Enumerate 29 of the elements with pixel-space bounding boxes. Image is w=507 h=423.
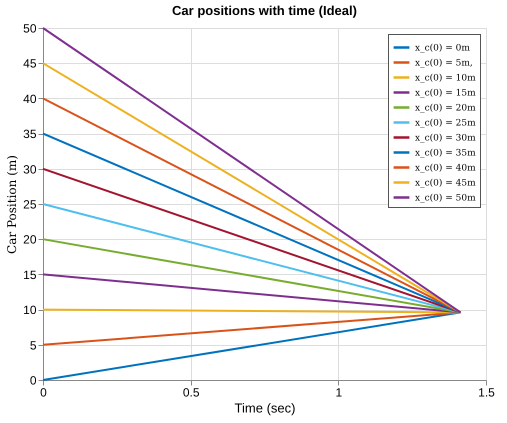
x-tick-label: 0 [40,386,48,400]
y-tick-label: 25 [23,198,37,212]
x-axis-title: Time (sec) [234,400,296,416]
legend-label: x_c(0) = 0m [415,44,470,54]
y-tick-label: 5 [30,338,37,352]
y-tick-label: 35 [23,127,37,142]
y-tick-label: 10 [23,303,37,318]
y-tick-label: 45 [23,56,37,71]
x-tick-label: 1 [335,386,342,400]
y-tick-label: 40 [23,92,37,106]
y-tick-label: 50 [23,22,37,36]
y-tick-label: 0 [30,374,37,388]
legend-label: x_c(0) = 35m [415,148,476,158]
legend-label: x_c(0) = 5m, [415,58,473,68]
legend-label: x_c(0) = 40m [415,164,476,174]
x-tick-label: 1.5 [478,386,496,400]
y-axis-title: Car Position (m) [5,155,20,254]
y-tick-label: 30 [23,162,37,176]
x-tick-label: 0.5 [182,386,200,400]
y-tick-label: 15 [23,268,37,282]
legend-label: x_c(0) = 15m [415,88,476,98]
y-tick-label: 20 [23,232,37,247]
chart-title: Car positions with time (Ideal) [172,3,357,18]
legend-label: x_c(0) = 10m [415,74,476,84]
legend-label: x_c(0) = 30m [415,134,476,144]
legend-label: x_c(0) = 50m [415,194,476,204]
legend-label: x_c(0) = 45m [415,178,476,188]
legend-label: x_c(0) = 25m [415,118,476,128]
legend-label: x_c(0) = 20m [415,104,476,114]
